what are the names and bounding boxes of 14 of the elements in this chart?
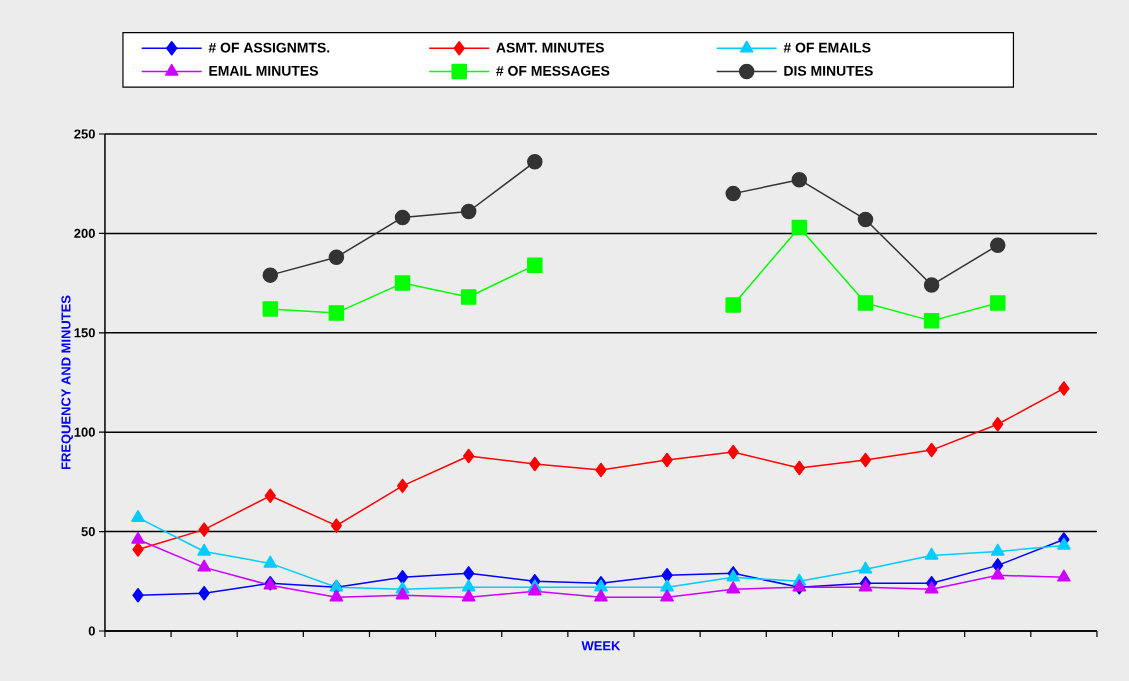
y-tick-label: 150 [74, 328, 95, 338]
legend-label: # OF ASSIGNMTS. [208, 42, 330, 53]
legend-label: EMAIL MINUTES [209, 65, 318, 76]
legend-label: # OF MESSAGES [496, 65, 610, 76]
y-tick-label: 200 [74, 228, 95, 238]
y-tick-label: 50 [81, 527, 95, 537]
y-tick-label: 250 [74, 129, 95, 139]
legend-label: ASMT. MINUTES [496, 42, 604, 53]
y-tick-label: 100 [74, 427, 95, 437]
y-tick-label: 0 [88, 626, 95, 636]
y-axis-title: FREQUENCY AND MINUTES [61, 295, 73, 470]
legend-label: # OF EMAILS [783, 42, 871, 53]
x-axis-title: WEEK [581, 641, 621, 651]
legend-label: DIS MINUTES [784, 65, 873, 76]
